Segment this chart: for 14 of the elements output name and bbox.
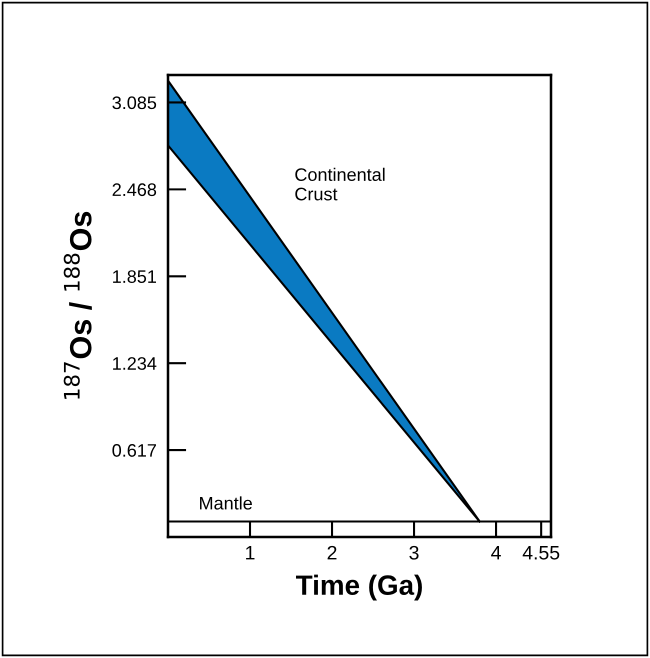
x-tick-label: 4.55 [522, 546, 560, 560]
x-tick-label: 4 [491, 546, 501, 560]
x-tick-label: 1 [246, 546, 254, 560]
y-tick-label: 2.468 [112, 183, 156, 196]
x-tick-label: 2 [328, 546, 336, 560]
x-tick-label: 3 [409, 546, 419, 560]
annotation: Continental Crust [295, 168, 385, 200]
y-axis-title: $^{187}$Os / $^{188}$Os [64, 212, 92, 399]
y-tick-label: 3.085 [112, 96, 156, 110]
y-tick-label: 0.617 [112, 444, 156, 457]
x-axis-title: Time (Ga) [296, 574, 422, 600]
ref-line-label: Mantle [200, 496, 252, 510]
y-tick-label: 1.234 [113, 357, 156, 370]
y-tick-label: 1.851 [113, 270, 156, 283]
